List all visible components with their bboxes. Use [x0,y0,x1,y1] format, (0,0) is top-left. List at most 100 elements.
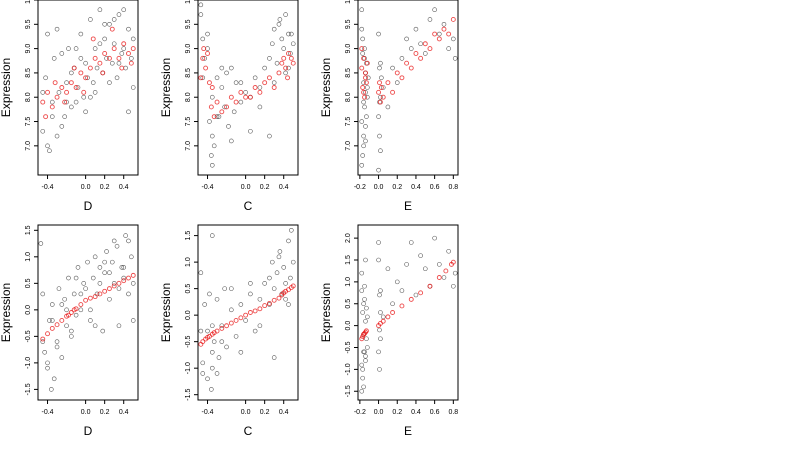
data-point [92,90,98,95]
data-point [359,162,365,168]
data-point [49,318,55,323]
scatter-panel: -0.4 0.0 0.2 0.4 -1.5 -1.0 -0.5 0.0 0.5 1.0 1.5 C Ex… [159,224,299,438]
data-point [102,36,107,42]
data-point [269,259,275,265]
data-point [73,46,79,51]
data-point [252,328,258,334]
data-point [88,307,93,313]
data-point [73,85,79,90]
x-axis-label: E [404,199,412,213]
data-point [377,367,382,372]
data-point [78,31,84,37]
data-point [68,310,74,315]
data-point [361,143,366,149]
data-point [62,114,67,119]
data-point [69,328,74,334]
y-axis-label: Expression [0,58,13,117]
data-point [378,94,383,100]
data-point [198,270,204,276]
data-point [40,291,46,297]
y-tick-label: 8.5 [185,68,192,78]
x-axis-label: C [244,424,253,438]
y-tick-label: 7.5 [25,117,32,127]
data-point [209,153,214,158]
data-point [214,296,220,302]
y-tick-label: -0.5 [25,330,32,342]
data-point [427,17,433,22]
y-tick-label: 8.0 [345,92,352,102]
data-point [111,283,117,289]
data-point [378,288,383,293]
data-point [88,17,93,22]
data-point [437,262,442,267]
y-axis-label: Expression [0,283,13,342]
data-point [81,89,87,95]
data-point [262,303,268,309]
data-point [102,51,108,56]
data-point [59,85,65,90]
data-point [248,291,253,297]
data-point [207,119,212,124]
data-point [390,89,396,95]
data-point [97,7,103,13]
data-point [404,60,410,66]
data-point [216,114,222,119]
data-point [116,323,122,329]
data-point [222,104,227,110]
x-tick-label: 0.4 [119,184,129,191]
data-point [200,55,206,61]
data-point [361,384,366,390]
data-point [399,75,405,81]
data-point [451,283,456,289]
data-point [408,296,414,302]
data-point [92,55,98,61]
y-tick-label: 8.5 [345,68,352,78]
data-point [359,288,365,293]
data-point [247,94,253,100]
data-point [59,51,65,56]
data-point [233,318,239,323]
data-point [78,291,84,297]
data-point [102,259,107,265]
data-point [40,128,46,134]
x-tick-label: 0.2 [100,184,110,191]
data-point [238,80,244,85]
data-point [390,310,396,315]
y-tick-label: 0.5 [345,299,352,309]
data-point [271,286,277,291]
data-point [205,328,210,334]
data-point [267,275,272,281]
data-point [54,344,60,350]
data-point [202,56,207,61]
data-point [229,138,234,144]
data-point [97,265,103,270]
data-point [52,80,58,86]
data-point [437,31,442,37]
data-point [107,80,112,85]
data-point [441,26,447,32]
data-point [198,12,204,17]
data-point [45,31,50,37]
data-point [281,265,287,270]
data-point [360,375,365,381]
data-point [257,323,263,329]
data-point [378,148,383,153]
scatter-panel: -0.2 0.0 0.2 0.4 0.6 0.8 7.0 7.5 8.0 8.5 9.0 9.5 10 E… [319,0,459,213]
data-point [363,70,368,76]
data-point [126,51,131,56]
data-point [365,345,370,350]
data-point [394,279,400,285]
data-point [59,124,65,129]
data-point [83,75,89,81]
y-tick-label: -1.5 [185,389,192,401]
x-tick-label: 0.2 [260,184,270,191]
data-point [107,22,112,27]
data-point [45,331,50,337]
data-point [97,60,103,66]
data-point [40,90,46,95]
data-point [107,270,112,276]
data-point [418,55,424,61]
data-point [228,94,234,100]
data-point [276,70,282,76]
data-point [102,288,108,294]
